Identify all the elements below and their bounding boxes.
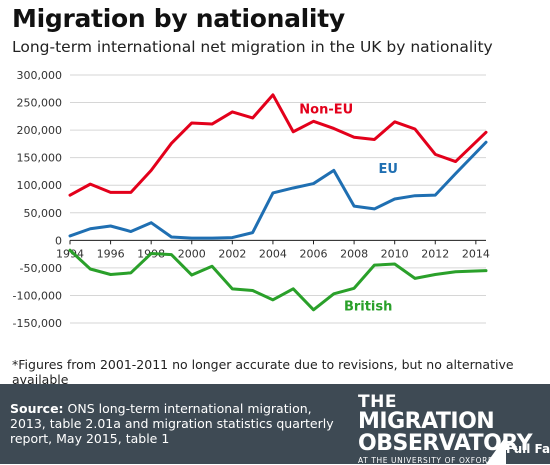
logo-line-university: AT THE UNIVERSITY OF OXFORD [358, 456, 495, 465]
chart-subtitle: Long-term international net migration in… [12, 38, 493, 56]
logo-line-observatory: OBSERVATORY [358, 431, 533, 456]
y-tick-label: 150,000 [17, 152, 63, 165]
y-tick-label: 300,000 [17, 69, 63, 82]
y-tick-label: -150,000 [13, 317, 62, 330]
x-tick-label: 2000 [178, 247, 206, 260]
logo-line-migration: MIGRATION [358, 409, 495, 434]
x-tick-label: 2012 [421, 247, 449, 260]
logo-line-the: THE [358, 392, 397, 412]
series-lines [68, 93, 488, 312]
gridlines [70, 74, 486, 324]
series-label: Non-EU [299, 103, 353, 118]
series-label: EU [378, 162, 397, 177]
y-tick-label: 200,000 [17, 124, 63, 137]
x-tick-label: 1996 [97, 247, 125, 260]
footer: Source: ONS long-term international migr… [0, 384, 550, 464]
y-tick-label: 250,000 [17, 97, 63, 110]
x-tick-label: 2002 [218, 247, 246, 260]
y-tick-label: -100,000 [13, 289, 62, 302]
line-chart: 300,000 250,000 200,000 150,000 100,000 50,00… [13, 69, 490, 330]
y-tick-label: 50,000 [24, 207, 63, 220]
y-tick-label: 0 [55, 234, 62, 247]
x-tick-label: 2006 [300, 247, 328, 260]
footnote: *Figures from 2001-2011 no longer accura… [12, 357, 514, 387]
y-axis: 300,000 250,000 200,000 150,000 100,000 50,00… [13, 69, 62, 330]
migration-observatory-logo: THE MIGRATION OBSERVATORY AT THE UNIVERS… [358, 392, 533, 465]
series-line-non-eu [68, 93, 488, 197]
x-tick-label: 2014 [462, 247, 490, 260]
fullfact-logo-text: Full Fact [506, 442, 550, 456]
source-text: Source: ONS long-term international migr… [10, 401, 340, 446]
series-line-eu [68, 140, 488, 240]
source-citation: ONS long-term international migration, 2… [10, 401, 334, 446]
y-tick-label: 100,000 [17, 179, 63, 192]
x-tick-label: 2010 [381, 247, 409, 260]
x-tick-label: 2008 [340, 247, 368, 260]
series-labels: Non-EU EU British [299, 103, 398, 315]
fullfact-logo-icon [486, 436, 506, 464]
series-label: British [344, 299, 392, 314]
x-axis: 1994 1996 1998 2000 2002 2004 2006 2008 2010 2012… [56, 239, 490, 260]
x-tick-label: 2004 [259, 247, 287, 260]
source-label: Source: [10, 401, 64, 416]
series-line-british [68, 248, 488, 312]
chart-title: Migration by nationality [12, 4, 345, 33]
y-tick-label: -50,000 [20, 262, 62, 275]
